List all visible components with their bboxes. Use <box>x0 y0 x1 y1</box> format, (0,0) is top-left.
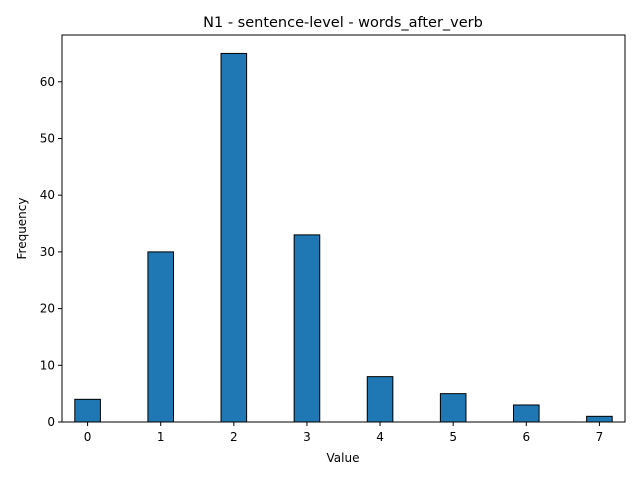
x-tick-label: 2 <box>230 430 238 444</box>
plot-frame <box>61 34 626 423</box>
x-axis-label: Value <box>327 451 360 465</box>
x-axis-ticks: 0 1 2 3 4 5 6 7 <box>84 422 603 444</box>
x-tick-label: 4 <box>376 430 384 444</box>
bar-2 <box>220 52 248 423</box>
bar-1 <box>147 251 175 423</box>
bar-6 <box>512 404 540 423</box>
bar-4 <box>366 376 394 423</box>
y-tick-label: 60 <box>40 75 55 89</box>
y-tick-label: 40 <box>40 188 55 202</box>
x-tick-label: 7 <box>596 430 604 444</box>
x-tick-label: 6 <box>522 430 530 444</box>
y-tick-label: 30 <box>40 245 55 259</box>
bar-7 <box>586 415 613 423</box>
y-axis-label: Frequency <box>15 198 29 260</box>
bar-0 <box>74 398 101 423</box>
y-tick-label: 50 <box>40 131 55 145</box>
y-tick-label: 20 <box>40 302 55 316</box>
x-tick-label: 5 <box>449 430 457 444</box>
y-tick-label: 0 <box>47 415 55 429</box>
x-tick-label: 0 <box>84 430 92 444</box>
bar-5 <box>439 393 467 423</box>
x-tick-label: 1 <box>157 430 165 444</box>
bar-3 <box>293 234 321 423</box>
x-tick-label: 3 <box>303 430 311 444</box>
bars-group <box>74 52 613 423</box>
chart-title: N1 - sentence-level - words_after_verb <box>203 15 483 31</box>
y-axis-ticks: 0 10 20 30 40 50 60 <box>40 75 62 429</box>
y-tick-label: 10 <box>40 358 55 372</box>
